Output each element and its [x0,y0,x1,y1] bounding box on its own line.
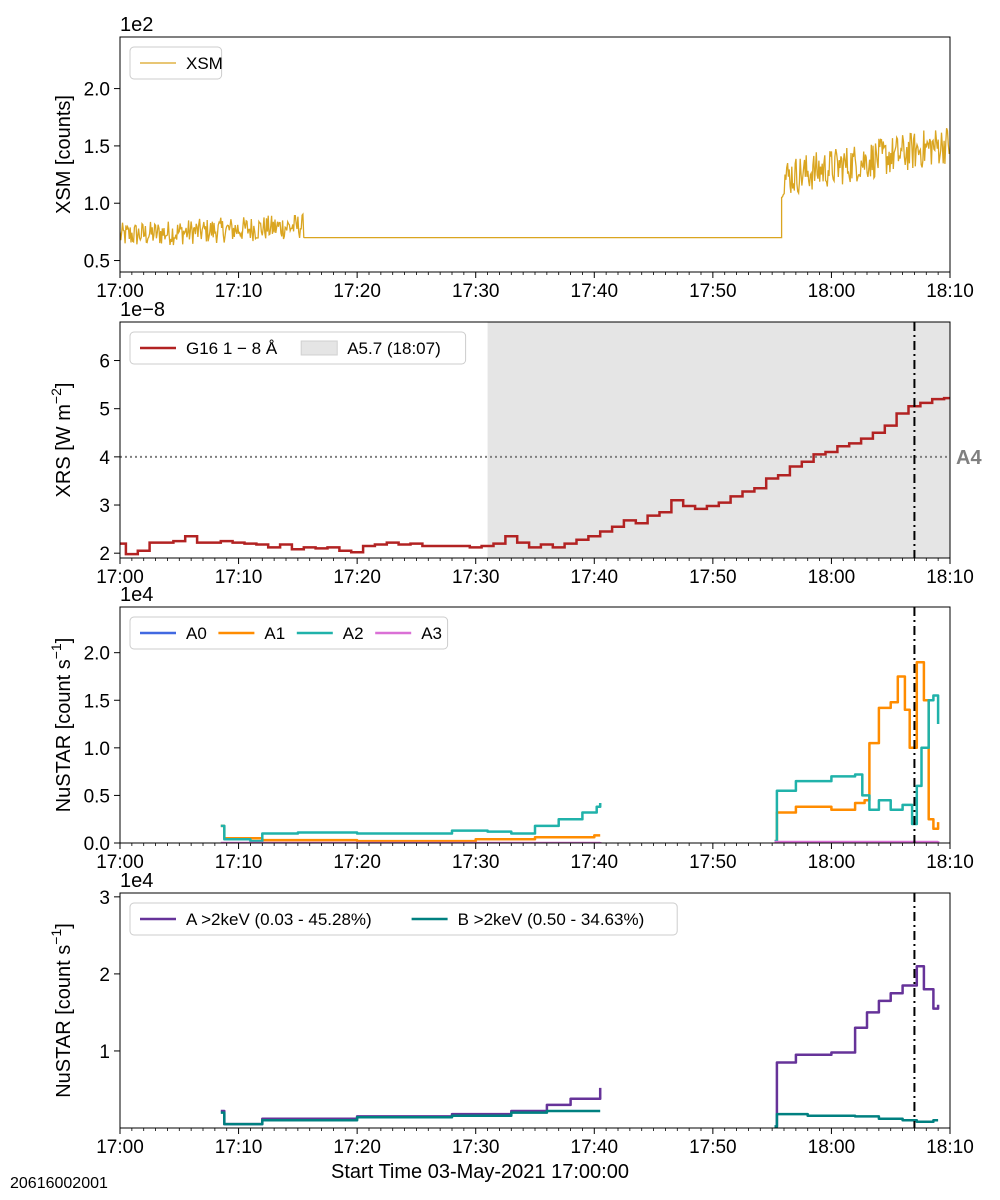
x-tick-label: 17:30 [452,1137,500,1158]
plot-area [120,127,950,246]
y-tick-label: 3 [99,496,110,517]
x-tick-label: 17:00 [96,567,144,588]
x-tick-label: 17:20 [333,852,381,873]
x-tick-label: 17:20 [333,1137,381,1158]
y-tick-label: 1.0 [84,739,110,760]
x-tick-label: 17:10 [215,281,263,302]
legend: G16 1 − 8 Å A5.7 (18:07) [129,331,467,365]
legend-label: A >2keV (0.03 - 45.28%) [186,910,372,929]
x-tick-label: 17:50 [689,852,737,873]
y-axis-label: NuSTAR [count s−1] [48,638,75,813]
x-tick-label: 17:20 [333,567,381,588]
series-line-3 [220,840,940,843]
panel-xsm: 17:00 17:10 17:20 17:30 17:40 17:50 18:00 18:10… [53,14,974,302]
panel-nustar-modules: 17:00 17:10 17:20 17:30 17:40 17:50 18:00 18:10… [48,584,974,873]
y-axis-label: NuSTAR [count s−1] [48,923,75,1098]
axis-multiplier: 1e−8 [120,299,165,321]
y-tick-label: 0.5 [84,252,110,273]
x-tick-label: 17:50 [689,1137,737,1158]
x-tick-label: 17:40 [571,281,619,302]
panel-xrs: A4 17:00 17:10 17:20 17:30 17:40 17:50 18:00 18:… [48,299,982,588]
x-tick-label: 17:20 [333,281,381,302]
series-line-1 [220,1109,939,1128]
x-tick-label: 18:00 [808,1137,856,1158]
x-tick-label: 17:50 [689,281,737,302]
axis-multiplier: 1e2 [120,14,153,36]
series-line-xsm [120,127,950,246]
x-tick-label: 17:40 [571,567,619,588]
legend-box [129,331,467,365]
y-tick-label: 6 [99,352,110,373]
y-tick-label: 2 [99,965,110,986]
x-tick-label: 18:10 [926,852,974,873]
legend: A0 A1 A2 A3 [129,616,449,650]
x-tick-label: 17:40 [571,852,619,873]
x-tick-label: 17:00 [96,1137,144,1158]
legend-label: A1 [264,624,285,643]
plot-area [220,607,940,843]
legend: XSM [129,46,223,80]
axis-multiplier: 1e4 [120,584,153,606]
x-tick-label: 18:00 [808,567,856,588]
x-tick-label: 17:10 [215,567,263,588]
x-tick-label: 17:00 [96,281,144,302]
y-tick-label: 0.0 [84,834,110,855]
y-tick-label: 0.5 [84,786,110,807]
x-tick-label: 17:30 [452,281,500,302]
y-tick-label: 1.0 [84,194,110,215]
y-tick-label: 4 [99,448,110,469]
y-tick-label: 3 [99,888,110,909]
observation-id: 20616002001 [10,1175,108,1192]
x-tick-label: 17:30 [452,852,500,873]
x-tick-label: 18:00 [808,852,856,873]
y-tick-label: 2.0 [84,644,110,665]
legend-label: A0 [186,624,207,643]
plot-area [220,893,940,1128]
x-axis-label: Start Time 03-May-2021 17:00:00 [331,1161,629,1183]
series-line-g16 [120,396,950,556]
x-tick-label: 18:10 [926,281,974,302]
x-tick-label: 17:10 [215,1137,263,1158]
x-tick-label: 17:50 [689,567,737,588]
legend-label: A5.7 (18:07) [347,339,441,358]
y-axis-label: XRS [W m−2] [48,383,75,498]
y-tick-label: 2.0 [84,80,110,101]
y-tick-label: 1 [99,1042,110,1063]
x-tick-label: 18:10 [926,1137,974,1158]
legend-label: XSM [186,54,223,73]
legend-box [129,616,449,650]
legend: A >2keV (0.03 - 45.28%) B >2keV (0.50 - 3… [129,902,678,936]
x-tick-label: 17:00 [96,852,144,873]
legend-box [129,902,678,936]
y-tick-label: 1.5 [84,137,110,158]
axis-multiplier: 1e4 [120,870,153,892]
y-tick-label: 1.5 [84,691,110,712]
y-tick-label: 5 [99,400,110,421]
x-tick-label: 18:10 [926,567,974,588]
legend-label: A2 [343,624,364,643]
plot-area [120,322,950,558]
series-line-2 [220,694,940,843]
x-tick-label: 17:10 [215,852,263,873]
legend-label: G16 1 − 8 Å [186,339,278,358]
legend-label: A3 [421,624,442,643]
legend-label: B >2keV (0.50 - 34.63%) [458,910,645,929]
panel-nustar-ab: 17:00 17:10 17:20 17:30 17:40 17:50 18:00 18:10… [48,870,974,1158]
x-tick-label: 17:30 [452,567,500,588]
x-tick-label: 18:00 [808,281,856,302]
threshold-label: A4 [956,447,982,469]
y-tick-label: 2 [99,544,110,565]
shaded-interval [487,322,950,558]
y-axis-label: XSM [counts] [53,95,75,214]
x-tick-label: 17:40 [571,1137,619,1158]
legend-swatch [300,340,338,356]
